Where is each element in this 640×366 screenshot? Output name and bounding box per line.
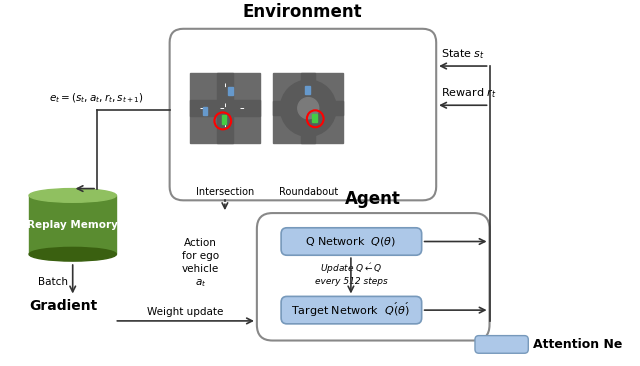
Bar bbox=[301, 108, 316, 143]
Bar bbox=[190, 100, 260, 116]
Text: Environment: Environment bbox=[243, 3, 362, 21]
Circle shape bbox=[298, 98, 319, 119]
Text: Gradient: Gradient bbox=[29, 299, 97, 313]
Bar bbox=[228, 87, 233, 96]
Bar bbox=[273, 73, 343, 143]
Text: State $s_t$: State $s_t$ bbox=[441, 47, 485, 61]
Text: Attention Ne: Attention Ne bbox=[533, 338, 623, 351]
Text: Action
for ego
vehicle
$a_t$: Action for ego vehicle $a_t$ bbox=[182, 238, 220, 289]
FancyBboxPatch shape bbox=[257, 213, 490, 340]
Text: $e_t = (s_t, a_t, r_t, s_{t+1})$: $e_t = (s_t, a_t, r_t, s_{t+1})$ bbox=[49, 92, 145, 105]
Bar bbox=[301, 73, 316, 108]
Text: Batch: Batch bbox=[38, 277, 68, 287]
Text: Update $Q\' \leftarrow Q$
every 512 steps: Update $Q\' \leftarrow Q$ every 512 step… bbox=[314, 261, 387, 286]
Text: Q Network  $Q(\theta)$: Q Network $Q(\theta)$ bbox=[305, 235, 396, 248]
FancyBboxPatch shape bbox=[281, 228, 422, 255]
Bar bbox=[217, 73, 232, 143]
Text: Weight update: Weight update bbox=[147, 307, 223, 317]
Text: Replay Memory: Replay Memory bbox=[28, 220, 118, 230]
Bar bbox=[312, 114, 317, 122]
Text: Intersection: Intersection bbox=[196, 187, 254, 197]
Text: Target Network  $Q\'(\theta\')$: Target Network $Q\'(\theta\')$ bbox=[291, 301, 410, 319]
Bar bbox=[202, 107, 207, 115]
Bar bbox=[273, 101, 308, 115]
Ellipse shape bbox=[29, 247, 116, 261]
Bar bbox=[222, 115, 225, 124]
Bar bbox=[305, 86, 310, 94]
Text: Agent: Agent bbox=[345, 190, 401, 208]
Text: Reward $r_t$: Reward $r_t$ bbox=[441, 86, 497, 100]
Bar bbox=[29, 195, 116, 254]
FancyBboxPatch shape bbox=[475, 336, 528, 353]
FancyBboxPatch shape bbox=[281, 296, 422, 324]
Bar bbox=[308, 101, 343, 115]
FancyBboxPatch shape bbox=[170, 29, 436, 200]
Ellipse shape bbox=[29, 188, 116, 202]
Text: Roundabout: Roundabout bbox=[278, 187, 338, 197]
Bar bbox=[190, 73, 260, 143]
